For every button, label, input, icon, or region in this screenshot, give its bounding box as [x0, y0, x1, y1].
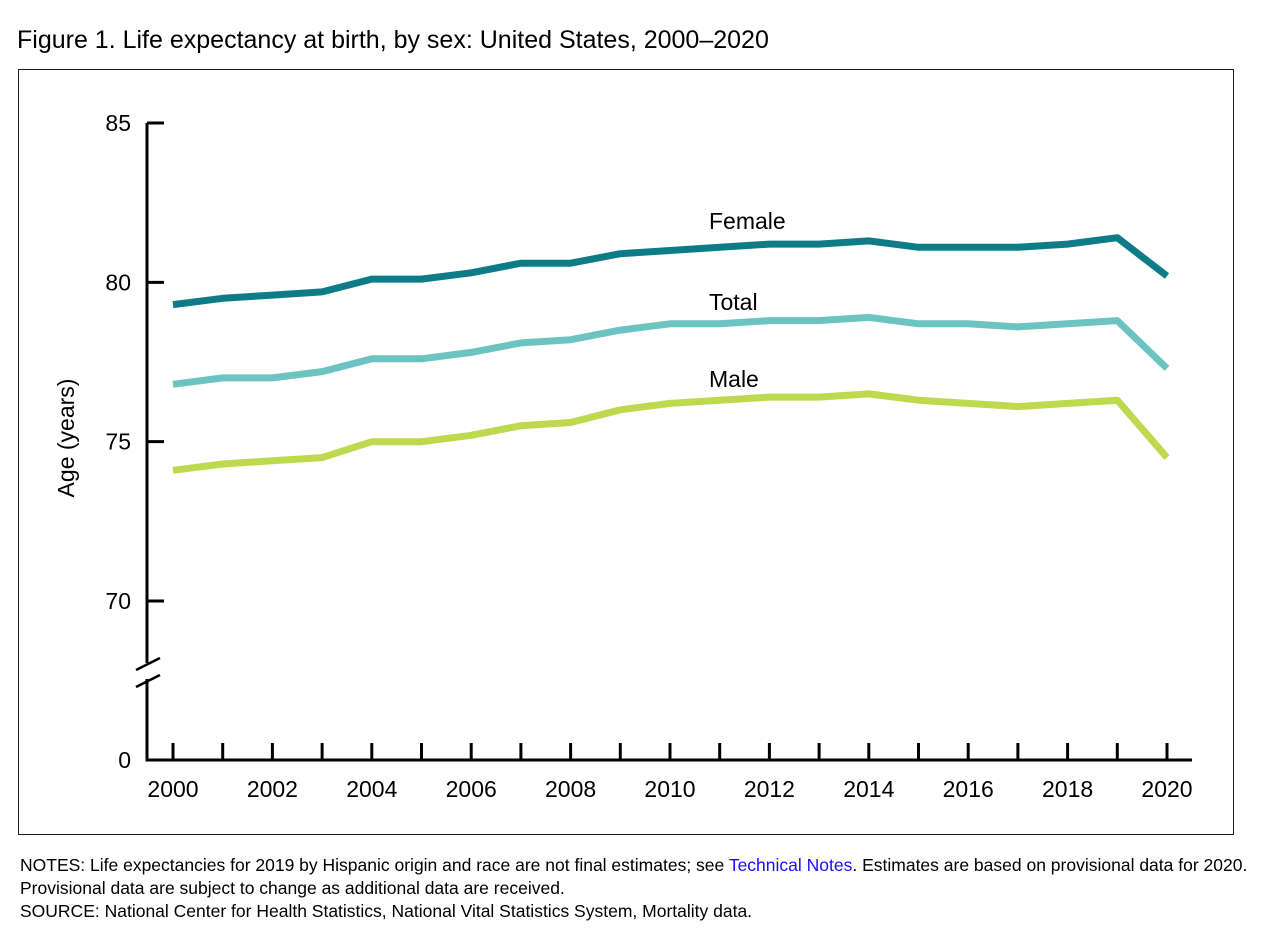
- series-line-male: [172, 390, 1170, 474]
- technical-notes-link[interactable]: Technical Notes: [728, 855, 853, 875]
- series-lines: [172, 234, 1170, 474]
- series-line-female: [172, 234, 1170, 309]
- x-tick-label: 2000: [147, 776, 198, 802]
- y-axis-label: Age (years): [53, 379, 79, 498]
- chart-frame: [18, 69, 1234, 835]
- y-tick-label: 70: [105, 588, 131, 614]
- series-label-total: Total: [709, 289, 758, 315]
- notes-text: NOTES: Life expectancies for 2019 by His…: [20, 854, 1260, 900]
- series-label-male: Male: [709, 366, 759, 392]
- x-tick-label: 2006: [446, 776, 497, 802]
- notes-suffix: . Estimates are based on provisional dat…: [20, 855, 1248, 898]
- x-tick-label: 2018: [1042, 776, 1093, 802]
- y-tick-label: 85: [105, 110, 131, 136]
- y-tick-label: 80: [105, 269, 131, 295]
- y-tick-label: 0: [118, 747, 131, 773]
- x-tick-label: 2004: [346, 776, 397, 802]
- x-tick-label: 2002: [247, 776, 298, 802]
- x-tick-label: 2016: [943, 776, 994, 802]
- series-line-total: [172, 313, 1170, 388]
- x-tick-label: 2010: [644, 776, 695, 802]
- source-text: SOURCE: National Center for Health Stati…: [20, 901, 753, 921]
- axis-break-mark: [135, 656, 161, 672]
- labels: 0 70 75 80 85 2000 2002 2004 2006 2008 2010 2012 201…: [53, 110, 1193, 802]
- x-tick-label: 2012: [744, 776, 795, 802]
- x-tick-label: 2020: [1141, 776, 1192, 802]
- figure-title: Figure 1. Life expectancy at birth, by s…: [17, 26, 769, 54]
- axes: [135, 121, 1192, 762]
- notes-prefix: NOTES: Life expectancies for 2019 by His…: [20, 855, 729, 875]
- notes-section: NOTES: Life expectancies for 2019 by His…: [20, 854, 1260, 923]
- axis-break-mark: [135, 673, 161, 689]
- series-label-female: Female: [709, 208, 786, 234]
- x-tick-label: 2014: [843, 776, 894, 802]
- y-tick-label: 75: [105, 429, 131, 455]
- x-tick-label: 2008: [545, 776, 596, 802]
